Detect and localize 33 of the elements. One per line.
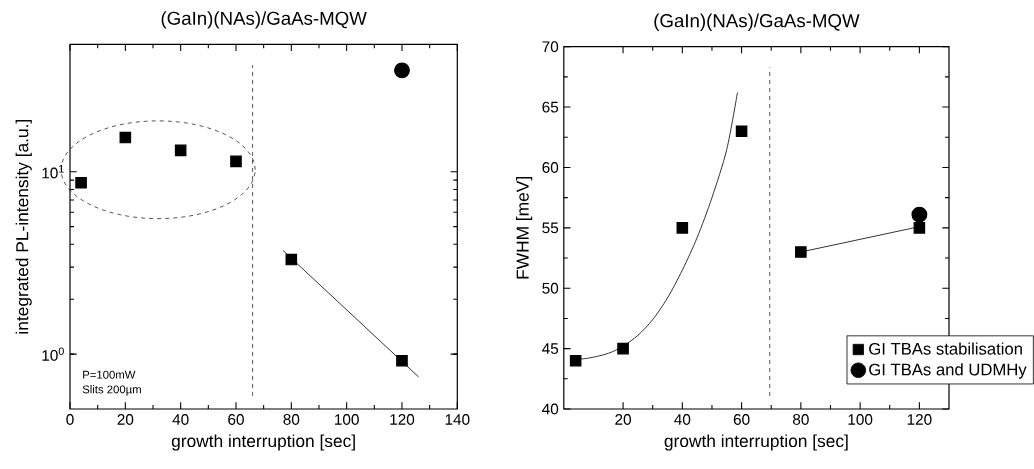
chart-title: (GaIn)(NAs)/GaAs-MQW — [654, 13, 860, 31]
x-tick-label: 120 — [907, 414, 932, 425]
x-tick-label: 140 — [445, 414, 470, 425]
y-tick-label: 50 — [542, 282, 559, 294]
y-tick-label: 40 — [542, 403, 559, 415]
x-tick-label: 60 — [733, 414, 750, 425]
y-axis-title: integrated PL-intensity [a.u.] — [15, 120, 32, 334]
y-tick-label: 10$^{1}$ — [42, 165, 64, 179]
y-tick-label: 55 — [542, 222, 559, 234]
x-tick-label: 40 — [172, 414, 189, 425]
x-tick-label: 100 — [848, 414, 873, 425]
x-tick-label: 60 — [228, 414, 244, 425]
chart-title: (GaIn)(NAs)/GaAs-MQW — [161, 11, 367, 29]
x-tick-label: 20 — [117, 414, 134, 425]
x-tick-label: 80 — [283, 414, 300, 425]
x-tick-label: 0 — [66, 414, 74, 425]
annotation: P=100mW — [83, 370, 136, 379]
legend-label: GI TBAs stabilisation — [869, 342, 1022, 355]
y-tick-label: 60 — [542, 162, 559, 173]
x-axis-title: growth interruption [sec] — [664, 434, 848, 451]
x-tick-label: 100 — [335, 414, 359, 425]
y-tick-label: 10$^{0}$ — [42, 347, 64, 361]
legend-label: GI TBAs and UDMHy — [869, 363, 1027, 379]
y-axis-title: FWHM [meV] — [516, 177, 533, 279]
x-tick-label: 120 — [390, 414, 415, 425]
y-tick-label: 70 — [542, 41, 559, 53]
x-tick-label: 20 — [615, 414, 631, 425]
x-tick-label: 40 — [674, 414, 691, 425]
annotation: Slits 200µm — [82, 385, 141, 396]
y-tick-label: 45 — [542, 343, 559, 354]
y-tick-label: 65 — [542, 101, 559, 113]
x-axis-title: growth interruption [sec] — [171, 434, 355, 451]
x-tick-label: 80 — [793, 414, 809, 425]
